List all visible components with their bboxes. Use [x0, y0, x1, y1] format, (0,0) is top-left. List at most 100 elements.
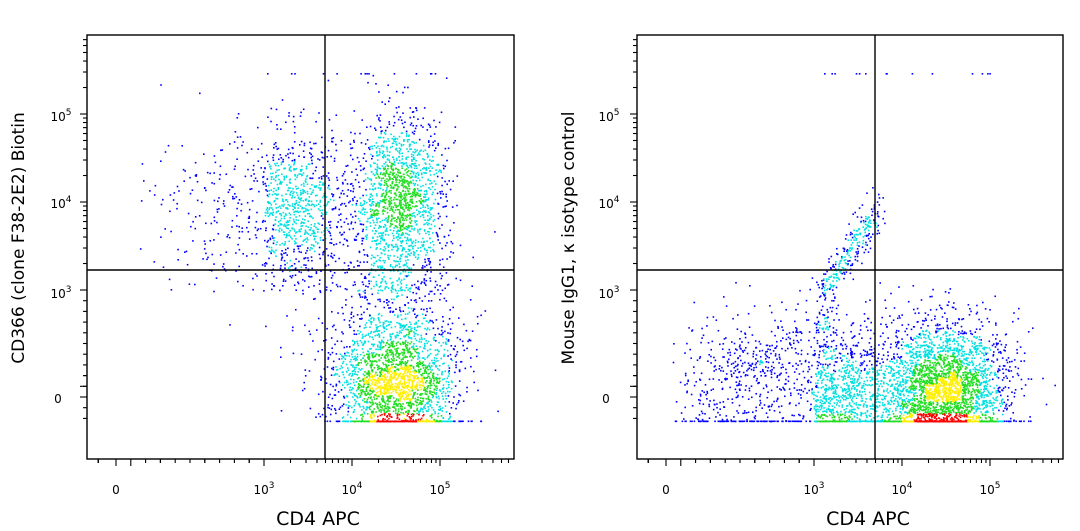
event-dot — [437, 360, 439, 362]
event-dot — [423, 278, 426, 280]
event-dot — [400, 405, 402, 407]
event-dot — [273, 251, 276, 254]
event-dot — [366, 261, 369, 263]
event-dot — [291, 265, 293, 267]
event-dot — [310, 244, 313, 246]
event-dot — [450, 387, 453, 390]
event-dot — [429, 209, 432, 211]
event-dot — [294, 274, 297, 276]
event-dot — [381, 379, 383, 381]
event-dot — [445, 193, 447, 196]
event-dot — [398, 373, 400, 376]
event-dot — [411, 381, 414, 384]
event-dot — [366, 201, 368, 204]
event-dot — [376, 239, 379, 241]
event-dot — [429, 170, 431, 173]
event-dot — [406, 216, 408, 218]
event-dot — [392, 354, 394, 356]
event-dot — [307, 220, 309, 222]
event-dot — [376, 374, 379, 376]
event-dot — [292, 152, 294, 155]
event-dot — [414, 375, 416, 377]
event-dot — [358, 332, 360, 335]
event-dot — [392, 343, 394, 346]
event-dot — [356, 342, 359, 345]
event-dot — [427, 420, 430, 423]
event-dot — [401, 225, 404, 228]
event-dot — [286, 221, 288, 224]
event-dot — [412, 395, 414, 398]
event-dot — [181, 145, 183, 147]
event-dot — [379, 114, 382, 116]
event-dot — [417, 256, 420, 259]
event-dot — [402, 412, 404, 414]
event-dot — [403, 139, 405, 141]
event-dot — [430, 300, 433, 302]
event-dot — [406, 201, 409, 204]
event-dot — [388, 100, 390, 103]
event-dot — [312, 340, 314, 342]
event-dot — [384, 172, 387, 175]
event-dot — [441, 275, 443, 277]
event-dot — [403, 173, 405, 176]
event-dot — [378, 167, 380, 170]
event-dot — [169, 194, 172, 196]
event-dot — [434, 411, 436, 413]
event-dot — [403, 348, 406, 351]
event-dot — [377, 175, 380, 178]
event-dot — [409, 107, 412, 109]
event-dot — [283, 225, 285, 227]
event-dot — [297, 247, 300, 250]
event-dot — [440, 111, 443, 114]
event-dot — [410, 238, 412, 240]
event-dot — [247, 231, 250, 233]
event-dot — [445, 398, 448, 400]
event-dot — [406, 387, 409, 390]
event-dot — [317, 228, 319, 231]
event-dot — [310, 200, 313, 203]
event-dot — [362, 223, 365, 226]
event-dot — [391, 291, 393, 293]
event-dot — [406, 148, 408, 150]
event-dot — [361, 337, 364, 339]
event-dot — [382, 177, 385, 179]
event-dot — [288, 240, 290, 243]
event-dot — [443, 348, 446, 351]
event-dot — [396, 420, 399, 423]
event-dot — [338, 408, 341, 410]
event-dot — [425, 189, 427, 192]
event-dot — [431, 290, 433, 293]
event-dot — [352, 227, 354, 230]
event-dot — [321, 209, 324, 211]
event-dot — [335, 384, 338, 387]
event-dot — [354, 384, 356, 387]
event-dot — [365, 377, 367, 379]
event-dot — [412, 182, 415, 185]
event-dot — [403, 210, 406, 213]
event-dot — [377, 145, 379, 148]
event-dot — [399, 180, 401, 182]
event-dot — [418, 362, 420, 365]
event-dot — [381, 279, 384, 281]
event-dot — [381, 331, 383, 334]
event-dot — [383, 380, 385, 383]
event-dot — [433, 391, 435, 394]
event-dot — [434, 188, 436, 191]
event-dot — [219, 165, 222, 168]
event-dot — [414, 313, 416, 315]
event-dot — [343, 238, 346, 240]
event-dot — [247, 168, 249, 171]
event-dot — [380, 371, 382, 373]
event-dot — [414, 386, 417, 389]
event-dot — [373, 396, 375, 398]
event-dot — [419, 381, 422, 383]
event-dot — [376, 398, 378, 400]
event-dot — [369, 387, 372, 390]
event-dot — [410, 153, 413, 156]
event-dot — [386, 302, 388, 304]
event-dot — [404, 335, 406, 338]
event-dot — [344, 352, 346, 355]
event-dot — [384, 407, 387, 409]
event-dot — [433, 357, 436, 359]
event-dot — [431, 365, 433, 367]
